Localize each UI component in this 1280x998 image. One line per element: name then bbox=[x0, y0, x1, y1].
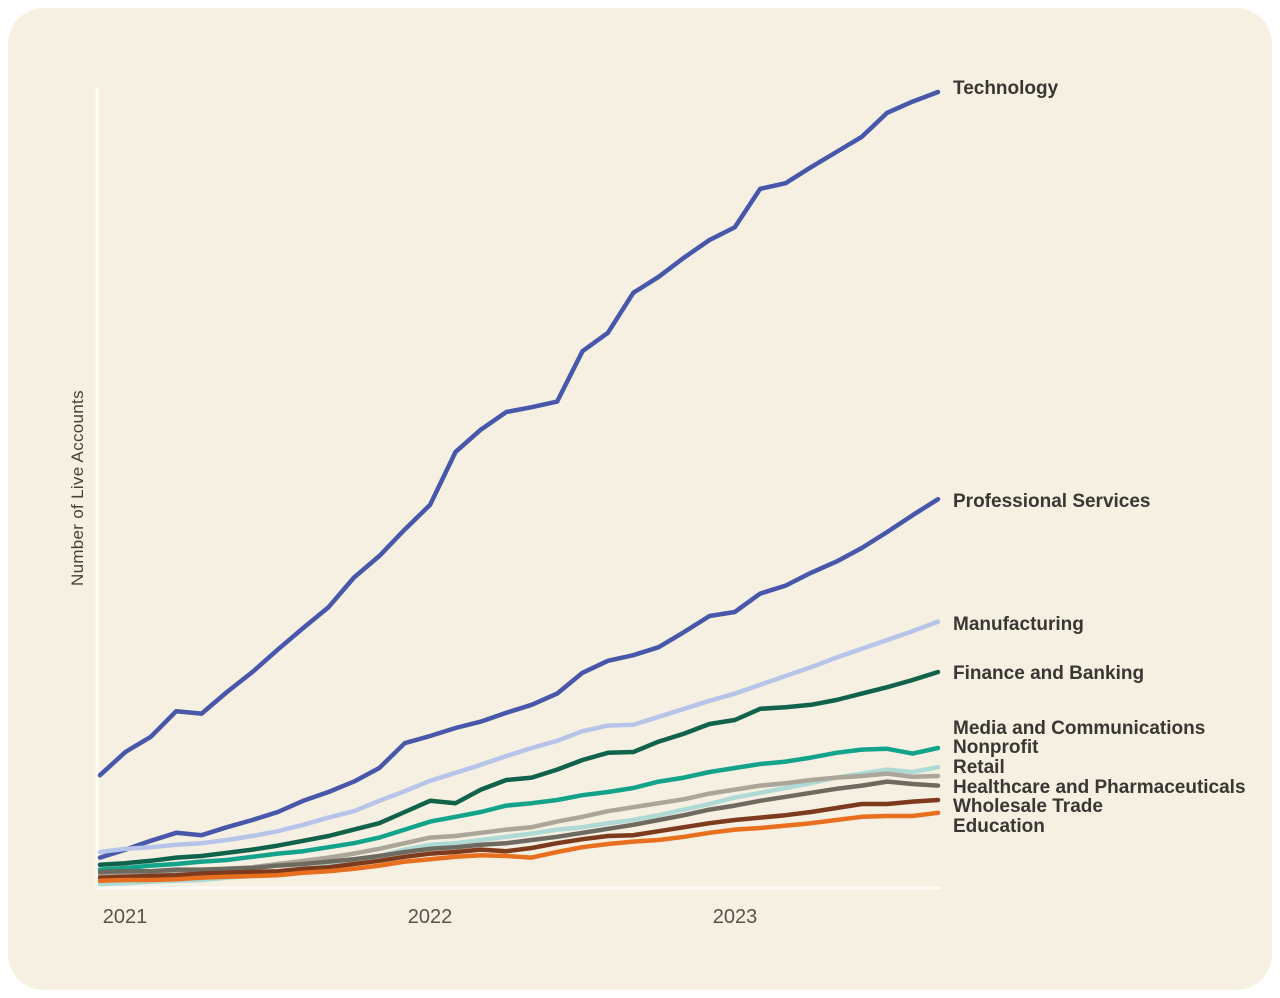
series-label-wholesale-trade: Wholesale Trade bbox=[953, 796, 1103, 817]
x-tick-2023: 2023 bbox=[712, 906, 758, 928]
series-label-finance-and-banking: Finance and Banking bbox=[953, 663, 1145, 684]
series-line-media-and-communications bbox=[97, 745, 941, 872]
x-tick-2022: 2022 bbox=[407, 906, 453, 928]
series-line-technology bbox=[97, 89, 941, 778]
y-axis-label: Number of Live Accounts bbox=[68, 390, 87, 586]
series-label-nonprofit: Nonprofit bbox=[953, 737, 1039, 758]
series-label-retail: Retail bbox=[953, 757, 1005, 778]
series-label-technology: Technology bbox=[953, 78, 1059, 99]
chart-panel bbox=[8, 8, 1272, 990]
chart-axes bbox=[95, 88, 941, 890]
x-tick-2021: 2021 bbox=[102, 906, 148, 928]
series-line-healthcare-and-pharmaceuticals bbox=[97, 779, 941, 875]
series-line-education bbox=[97, 810, 941, 884]
series-line-finance-and-banking bbox=[97, 669, 941, 868]
series-label-media-and-communications: Media and Communications bbox=[953, 718, 1206, 739]
series-label-manufacturing: Manufacturing bbox=[953, 614, 1084, 635]
series-label-healthcare-and-pharmaceuticals: Healthcare and Pharmaceuticals bbox=[953, 777, 1246, 798]
series-line-wholesale-trade bbox=[97, 797, 941, 880]
series-line-manufacturing bbox=[97, 619, 941, 855]
series-label-professional-services: Professional Services bbox=[953, 491, 1151, 512]
series-line-professional-services bbox=[97, 496, 941, 860]
series-label-education: Education bbox=[953, 816, 1045, 837]
